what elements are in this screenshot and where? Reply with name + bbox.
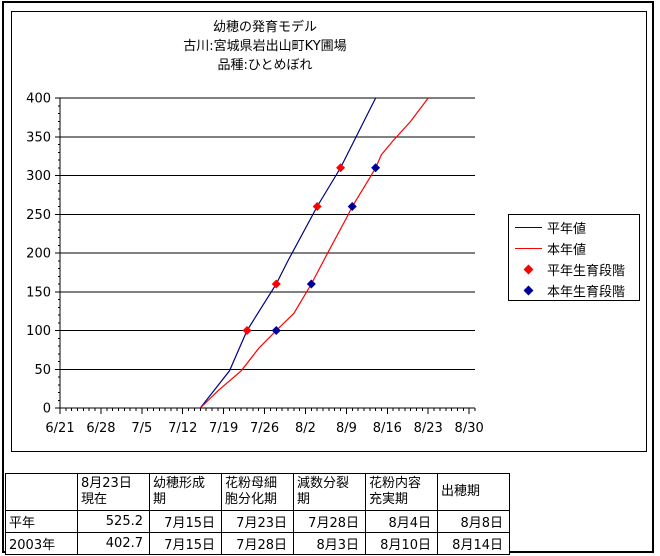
table-cell-平年-1[interactable]: 7月15日 — [149, 510, 222, 533]
table-header-cell-0[interactable] — [5, 473, 78, 511]
marker-本年生育段階 — [306, 279, 316, 289]
y-tick-label: 400 — [26, 92, 51, 107]
x-tick-label: 6/21 — [45, 421, 74, 436]
chart-legend[interactable]: 平年値本年値平年生育段階 本年生育段階 — [508, 214, 640, 301]
x-tick-label: 8/23 — [414, 421, 443, 436]
table-cell-2003年-3[interactable]: 8月3日 — [293, 532, 366, 555]
legend-label: 本年値 — [547, 243, 587, 258]
table-header-cell-3[interactable]: 花粉母細 胞分化期 — [221, 473, 294, 511]
x-tick-label: 7/26 — [250, 421, 279, 436]
row-label[interactable]: 2003年 — [5, 532, 78, 555]
y-tick-label: 350 — [26, 130, 51, 145]
y-tick-label: 200 — [26, 247, 51, 262]
x-tick-label: 7/5 — [131, 421, 152, 436]
chart-title-line-1: 幼穂の発育モデル — [212, 20, 317, 35]
table-cell-平年-4[interactable]: 8月4日 — [365, 510, 438, 533]
table-cell-2003年-1[interactable]: 7月15日 — [149, 532, 222, 555]
series-line-本年値 — [199, 97, 429, 409]
chart-title-line-3: 品種:ひとめぼれ — [217, 58, 313, 73]
row-label[interactable]: 平年 — [5, 510, 78, 533]
table-cell-平年-3[interactable]: 7月28日 — [293, 510, 366, 533]
chart-title-line-2: 古川:宮城県岩出山町KY圃場 — [183, 39, 347, 54]
y-tick-label: 100 — [26, 324, 51, 339]
diamond-swatch — [523, 285, 533, 296]
table-row-平年: 平年 525.2 7月15日 7月23日 7月28日 8月4日 8月8日 — [5, 510, 510, 533]
table-cell-平年-2[interactable]: 7月23日 — [221, 510, 294, 533]
x-tick-label: 8/2 — [295, 421, 316, 436]
marker-本年生育段階 — [347, 202, 357, 211]
y-tick-label: 300 — [26, 169, 51, 184]
table-cell-2003年-2[interactable]: 7月28日 — [221, 532, 294, 555]
marker-本年生育段階 — [371, 163, 381, 173]
marker-平年生育段階 — [271, 279, 281, 289]
series-line-平年値 — [199, 97, 377, 409]
table-cell-2003年-4[interactable]: 8月10日 — [365, 532, 438, 555]
x-tick-label: 8/9 — [336, 421, 357, 436]
table-header-cell-5[interactable]: 花粉内容 充実期 — [365, 473, 438, 511]
y-tick-label: 50 — [34, 363, 51, 378]
table-header-cell-2[interactable]: 幼穂形成 期 — [149, 473, 222, 511]
legend-diamond-icon — [509, 264, 547, 275]
y-tick-label: 250 — [26, 208, 51, 223]
legend-label: 本年生育段階 — [547, 285, 626, 300]
x-tick-label: 6/28 — [86, 421, 115, 436]
table-header-cell-6[interactable]: 出穂期 — [437, 473, 510, 511]
legend-line-swatch — [509, 248, 547, 249]
marker-本年生育段階 — [271, 326, 281, 335]
marker-平年生育段階 — [242, 326, 252, 335]
legend-diamond-icon — [509, 285, 547, 296]
table-cell-2003年-5[interactable]: 8月14日 — [437, 532, 510, 555]
legend-item-2[interactable]: 本年値 — [509, 238, 639, 259]
y-tick-label: 0 — [43, 402, 51, 417]
table-header-cell-1[interactable]: 8月23日 現在 — [77, 473, 150, 511]
y-tick-label: 150 — [26, 285, 51, 300]
table-cell-2003年-0[interactable]: 402.7 — [77, 532, 150, 555]
legend-item-1[interactable]: 平年値 — [509, 217, 639, 238]
growth-stage-table: 8月23日 現在 幼穂形成 期花粉母細 胞分化期 減数分裂 期花粉内容 充実期 出穂期… — [5, 473, 510, 555]
legend-item-3[interactable]: 平年生育段階 — [509, 259, 639, 280]
development-model-chart[interactable]: 0 50 100 150 200 250 300 350 400 6/21 6/28 7/5 7/12 7… — [11, 11, 647, 452]
table-header-row: 8月23日 現在 幼穂形成 期花粉母細 胞分化期 減数分裂 期花粉内容 充実期 出穂期 — [5, 473, 510, 511]
legend-item-4[interactable]: 本年生育段階 — [509, 280, 639, 301]
x-tick-label: 7/19 — [209, 421, 238, 436]
x-tick-label: 8/30 — [455, 421, 484, 436]
diamond-swatch — [523, 264, 533, 275]
line-swatch — [514, 227, 542, 228]
table-cell-平年-0[interactable]: 525.2 — [77, 510, 150, 533]
marker-平年生育段階 — [312, 202, 322, 211]
x-tick-label: 7/12 — [168, 421, 197, 436]
legend-label: 平年値 — [547, 222, 587, 237]
legend-line-swatch — [509, 227, 547, 228]
marker-平年生育段階 — [336, 163, 346, 173]
legend-label: 平年生育段階 — [547, 264, 626, 279]
line-swatch — [514, 248, 542, 249]
table-row-2003年: 2003年 402.7 7月15日 7月28日 8月3日 8月10日 8月14日 — [5, 532, 510, 555]
table-cell-平年-5[interactable]: 8月8日 — [437, 510, 510, 533]
plot-area: 0 50 100 150 200 250 300 350 400 6/21 6/28 7/5 7/12 7… — [26, 92, 484, 437]
chart-title: 幼穂の発育モデル 古川:宮城県岩出山町KY圃場 品種:ひとめぼれ — [12, 18, 518, 75]
x-tick-label: 8/16 — [373, 421, 402, 436]
table-header-cell-4[interactable]: 減数分裂 期 — [293, 473, 366, 511]
